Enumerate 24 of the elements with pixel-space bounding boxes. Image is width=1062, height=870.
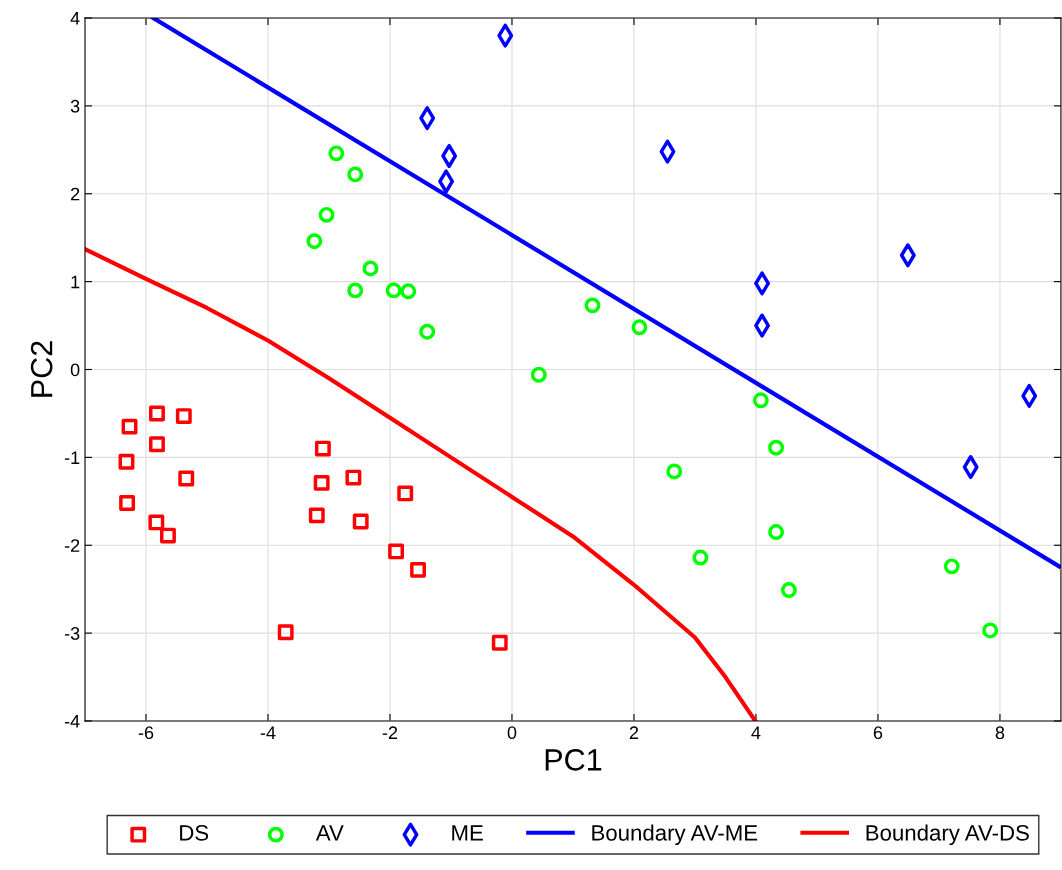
legend-label: ME (452, 825, 483, 841)
y-tick-label: -1 (64, 451, 80, 464)
x-axis-title: PC1 (545, 749, 602, 771)
x-tick-label: 4 (751, 726, 761, 739)
y-tick-label: -3 (64, 627, 80, 640)
x-tick-label: 6 (873, 726, 883, 740)
legend-label: Boundary AV-DS (866, 824, 1029, 846)
x-tick-label: 0 (507, 726, 517, 740)
y-tick-label: 1 (71, 275, 80, 289)
legend-label: Boundary AV-ME (592, 824, 758, 846)
legend-label: AV (315, 825, 344, 841)
y-axis-title: PC2 (30, 341, 53, 397)
y-tick-label: 2 (71, 187, 80, 201)
y-tick-label: -4 (64, 715, 80, 728)
y-tick-label: 4 (70, 12, 80, 25)
x-tick-label: 8 (995, 726, 1005, 740)
x-tick-label: -2 (382, 726, 398, 739)
y-tick-label: 3 (70, 99, 80, 113)
x-tick-label: -4 (260, 726, 276, 739)
x-tick-label: 2 (629, 726, 639, 739)
y-tick-label: -2 (64, 539, 80, 552)
y-tick-label: 0 (70, 363, 80, 377)
legend-label: DS (180, 824, 209, 841)
x-tick-label: -6 (138, 726, 154, 740)
